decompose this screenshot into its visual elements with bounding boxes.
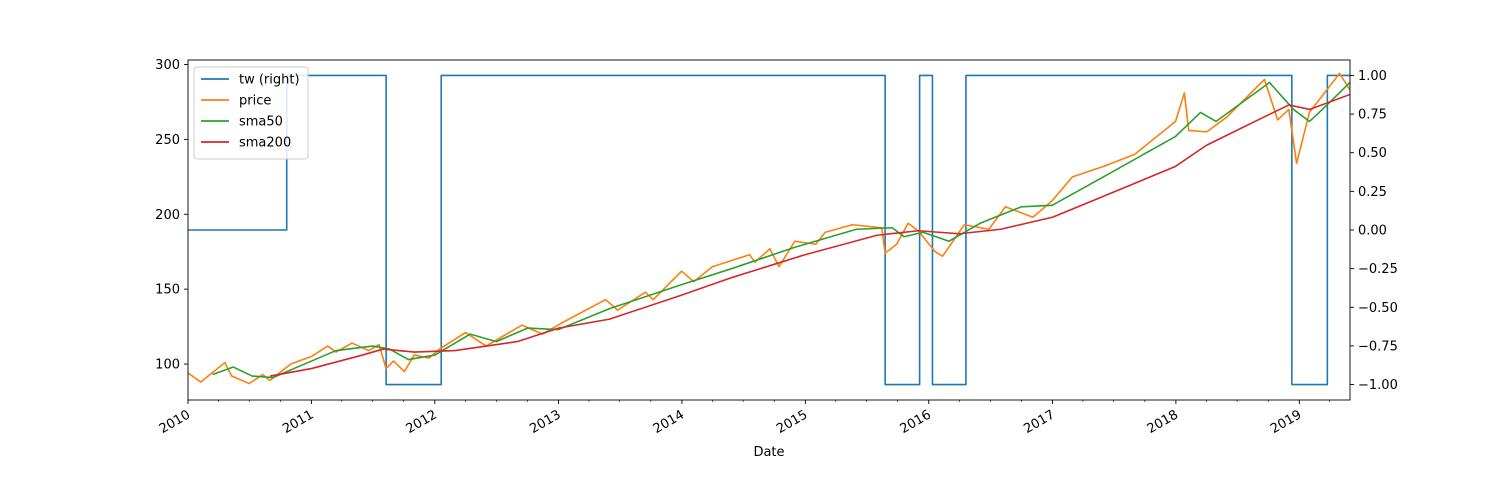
y-left-tick-label: 250 [155, 133, 180, 148]
y-left-tick-label: 200 [155, 208, 180, 223]
series-line-sma50 [212, 81, 1350, 379]
series-line-sma200 [270, 93, 1350, 377]
y-right-tick-label: 0.25 [1358, 185, 1387, 200]
y-right-tick-label: 0.00 [1358, 224, 1387, 239]
x-tick-label: 2014 [651, 407, 687, 437]
series-line-price [188, 72, 1350, 385]
legend-label: price [239, 94, 271, 109]
y-left-tick-label: 300 [155, 58, 180, 73]
plot-frame [187, 59, 1351, 401]
x-tick-label: 2015 [774, 407, 810, 437]
x-tick-label: 2018 [1145, 407, 1181, 437]
y-right-tick-label: 0.75 [1358, 108, 1387, 123]
x-tick-label: 2019 [1268, 407, 1304, 437]
x-tick-label: 2011 [280, 407, 316, 437]
x-tick-label: 2010 [157, 407, 193, 437]
x-tick-label: 2017 [1021, 407, 1057, 437]
y-right-tick-label: −0.50 [1358, 301, 1398, 316]
y-left-tick-label: 100 [155, 358, 180, 373]
y-right-tick-label: 0.50 [1358, 146, 1387, 161]
series-line-tw-right [188, 74, 1350, 386]
y-left-tick-label: 150 [155, 283, 180, 298]
x-tick-label: 2012 [404, 407, 440, 437]
y-right-tick-label: −0.25 [1358, 262, 1398, 277]
y-right-tick-label: −1.00 [1358, 378, 1398, 393]
legend-label: tw (right) [239, 73, 300, 88]
legend-label: sma50 [239, 115, 283, 130]
y-right-tick-label: 1.00 [1358, 69, 1387, 84]
x-axis-label: Date [753, 445, 784, 460]
x-tick-label: 2016 [898, 407, 934, 437]
legend-label: sma200 [239, 136, 291, 151]
y-right-tick-label: −0.75 [1358, 339, 1398, 354]
x-tick-label: 2013 [527, 407, 563, 437]
legend-box [193, 66, 309, 160]
